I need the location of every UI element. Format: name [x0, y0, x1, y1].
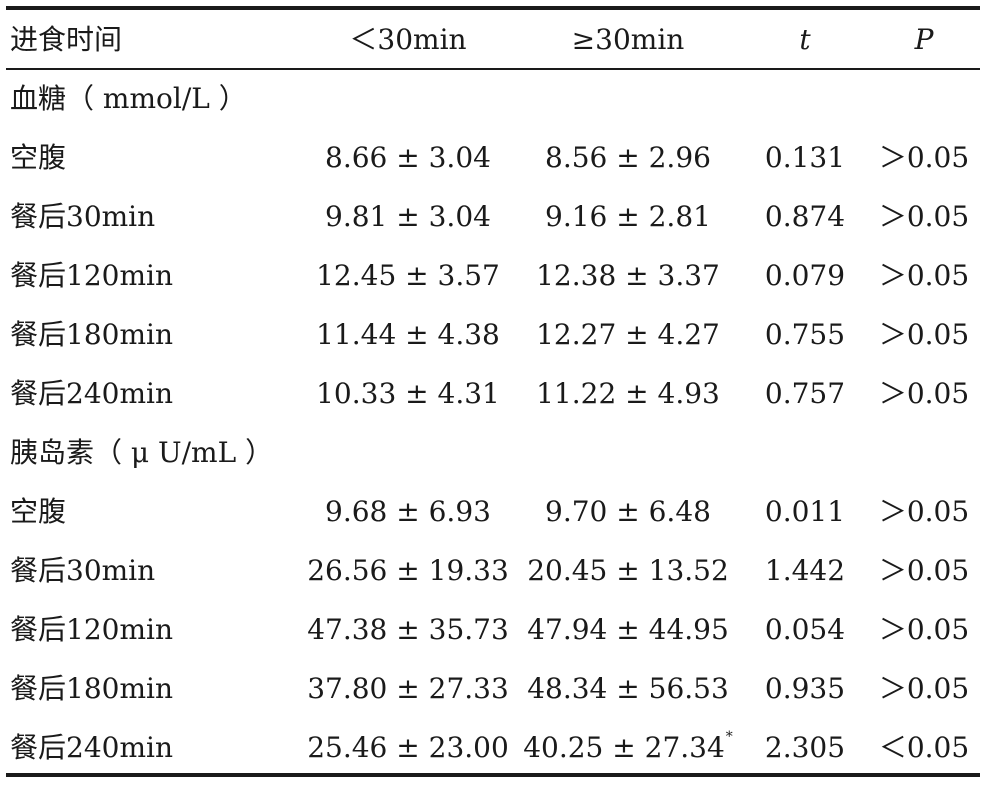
- header-p: P: [914, 23, 934, 56]
- value-under-30min: 11.44 ± 4.38: [316, 318, 500, 351]
- value-under-30min: 8.66 ± 3.04: [325, 141, 491, 174]
- value-under-30min: 26.56 ± 19.33: [307, 554, 509, 587]
- table-row: 餐后120min 47.38 ± 35.73 47.94 ± 44.95 0.054 ＞…: [0, 601, 987, 659]
- t-value: 0.011: [764, 495, 846, 528]
- t-value: 1.442: [764, 554, 846, 587]
- t-value: 2.305: [764, 731, 846, 764]
- t-value: 0.935: [764, 672, 846, 705]
- p-value: ＜0.05: [878, 731, 970, 764]
- value-under-30min: 10.33 ± 4.31: [316, 377, 500, 410]
- p-value: ＞0.05: [878, 377, 970, 410]
- p-value: ＞0.05: [878, 672, 970, 705]
- value-over-30min-cell: 47.94 ± 44.95: [520, 601, 736, 659]
- value-under-30min: 25.46 ± 23.00: [307, 731, 509, 764]
- table-row: 餐后240min 25.46 ± 23.00 40.25 ± 27.34* 2.305…: [0, 719, 987, 777]
- value-over-30min: 12.27 ± 4.27: [536, 318, 720, 351]
- value-over-30min: 47.94 ± 44.95: [527, 613, 729, 646]
- row-label: 餐后30min: [10, 200, 156, 233]
- row-label: 空腹: [10, 495, 67, 528]
- table-row: 餐后180min 37.80 ± 27.33 48.34 ± 56.53 0.935 ＞…: [0, 660, 987, 718]
- t-value: 0.079: [764, 259, 846, 292]
- significance-mark: *: [725, 728, 733, 745]
- value-under-30min: 12.45 ± 3.57: [316, 259, 500, 292]
- p-value: ＞0.05: [878, 613, 970, 646]
- value-under-30min: 9.81 ± 3.04: [325, 200, 491, 233]
- section-title-row: 胰岛素（ μ U/mL ）: [0, 424, 987, 482]
- value-over-30min: 8.56 ± 2.96: [545, 141, 711, 174]
- value-over-30min: 11.22 ± 4.93: [536, 377, 720, 410]
- value-over-30min-cell: 20.45 ± 13.52: [520, 542, 736, 600]
- t-value: 0.054: [764, 613, 846, 646]
- table-row: 餐后30min 26.56 ± 19.33 20.45 ± 13.52 1.442 ＞0…: [0, 542, 987, 600]
- value-under-30min: 37.80 ± 27.33: [307, 672, 509, 705]
- value-over-30min: 20.45 ± 13.52: [527, 554, 729, 587]
- value-under-30min: 47.38 ± 35.73: [307, 613, 509, 646]
- value-over-30min-cell: 9.16 ± 2.81: [520, 188, 736, 246]
- table-row: 空腹 8.66 ± 3.04 8.56 ± 2.96 0.131 ＞0.05: [0, 129, 987, 187]
- row-label: 餐后180min: [10, 672, 173, 705]
- value-over-30min: 12.38 ± 3.37: [536, 259, 720, 292]
- value-over-30min-cell: 12.27 ± 4.27: [520, 306, 736, 364]
- value-over-30min-cell: 9.70 ± 6.48: [520, 483, 736, 541]
- t-value: 0.131: [764, 141, 846, 174]
- section-title: 胰岛素（ μ U/mL ）: [10, 436, 274, 469]
- p-value: ＞0.05: [878, 554, 970, 587]
- table-row: 餐后30min 9.81 ± 3.04 9.16 ± 2.81 0.874 ＞0.05: [0, 188, 987, 246]
- t-value: 0.755: [764, 318, 846, 351]
- table-row: 餐后240min 10.33 ± 4.31 11.22 ± 4.93 0.757 ＞0.…: [0, 365, 987, 423]
- table-bottom-rule: [6, 773, 980, 777]
- value-over-30min-cell: 40.25 ± 27.34*: [520, 719, 736, 777]
- table-row: 餐后120min 12.45 ± 3.57 12.38 ± 3.37 0.079 ＞0.…: [0, 247, 987, 305]
- row-label: 餐后30min: [10, 554, 156, 587]
- value-over-30min-cell: 12.38 ± 3.37: [520, 247, 736, 305]
- header-t: t: [799, 23, 811, 56]
- row-label: 餐后240min: [10, 731, 173, 764]
- p-value: ＞0.05: [878, 141, 970, 174]
- value-over-30min-cell: 11.22 ± 4.93: [520, 365, 736, 423]
- table-header-rule: [6, 68, 980, 70]
- p-value: ＞0.05: [878, 318, 970, 351]
- section-title: 血糖（ mmol/L ）: [10, 82, 247, 115]
- value-over-30min-cell: 48.34 ± 56.53: [520, 660, 736, 718]
- value-over-30min: 48.34 ± 56.53: [527, 672, 729, 705]
- p-value: ＞0.05: [878, 259, 970, 292]
- value-under-30min: 9.68 ± 6.93: [325, 495, 491, 528]
- table-top-rule: [6, 6, 980, 10]
- value-over-30min: 9.70 ± 6.48: [545, 495, 711, 528]
- row-label: 餐后120min: [10, 613, 173, 646]
- table-row: 餐后180min 11.44 ± 4.38 12.27 ± 4.27 0.755 ＞0.…: [0, 306, 987, 364]
- table-row: 空腹 9.68 ± 6.93 9.70 ± 6.48 0.011 ＞0.05: [0, 483, 987, 541]
- p-value: ＞0.05: [878, 200, 970, 233]
- header-under-30min: ＜30min: [349, 23, 467, 56]
- p-value: ＞0.05: [878, 495, 970, 528]
- row-label: 餐后120min: [10, 259, 173, 292]
- t-value: 0.874: [764, 200, 846, 233]
- table-header-row: 进食时间 ＜30min ≥30min t P: [0, 11, 987, 69]
- value-over-30min: 9.16 ± 2.81: [545, 200, 711, 233]
- t-value: 0.757: [764, 377, 846, 410]
- row-label: 空腹: [10, 141, 67, 174]
- row-label: 餐后240min: [10, 377, 173, 410]
- header-meal-time: 进食时间: [10, 23, 123, 56]
- section-title-row: 血糖（ mmol/L ）: [0, 70, 987, 128]
- row-label: 餐后180min: [10, 318, 173, 351]
- value-over-30min: 40.25 ± 27.34: [523, 731, 725, 764]
- value-over-30min-cell: 8.56 ± 2.96: [520, 129, 736, 187]
- header-over-30min: ≥30min: [571, 23, 685, 56]
